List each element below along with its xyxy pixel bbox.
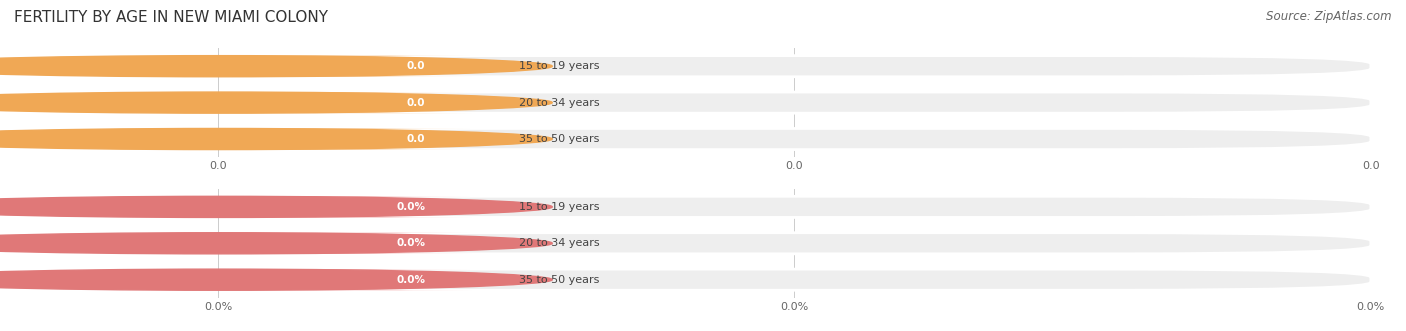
Text: 0.0%: 0.0% xyxy=(396,202,426,212)
FancyBboxPatch shape xyxy=(177,196,471,217)
Text: 35 to 50 years: 35 to 50 years xyxy=(519,134,599,144)
Circle shape xyxy=(0,269,553,290)
FancyBboxPatch shape xyxy=(218,269,1371,290)
Text: 15 to 19 years: 15 to 19 years xyxy=(519,202,599,212)
Text: 0.0: 0.0 xyxy=(406,98,426,108)
Circle shape xyxy=(0,233,553,254)
FancyBboxPatch shape xyxy=(177,128,471,150)
Circle shape xyxy=(0,128,553,150)
FancyBboxPatch shape xyxy=(177,269,471,290)
Circle shape xyxy=(0,56,553,77)
Text: Source: ZipAtlas.com: Source: ZipAtlas.com xyxy=(1267,10,1392,23)
FancyBboxPatch shape xyxy=(177,233,471,254)
Text: 20 to 34 years: 20 to 34 years xyxy=(519,238,599,248)
FancyBboxPatch shape xyxy=(218,92,1371,113)
Text: 15 to 19 years: 15 to 19 years xyxy=(519,61,599,71)
FancyBboxPatch shape xyxy=(177,56,471,77)
Text: FERTILITY BY AGE IN NEW MIAMI COLONY: FERTILITY BY AGE IN NEW MIAMI COLONY xyxy=(14,10,328,25)
FancyBboxPatch shape xyxy=(218,233,1371,254)
FancyBboxPatch shape xyxy=(218,56,1371,77)
Text: 0.0: 0.0 xyxy=(406,134,426,144)
Circle shape xyxy=(0,92,553,113)
FancyBboxPatch shape xyxy=(177,92,471,113)
Text: 0.0%: 0.0% xyxy=(396,238,426,248)
Text: 20 to 34 years: 20 to 34 years xyxy=(519,98,599,108)
FancyBboxPatch shape xyxy=(218,128,1371,150)
Text: 0.0%: 0.0% xyxy=(396,275,426,285)
Circle shape xyxy=(0,196,553,217)
Text: 35 to 50 years: 35 to 50 years xyxy=(519,275,599,285)
FancyBboxPatch shape xyxy=(218,196,1371,217)
Text: 0.0: 0.0 xyxy=(406,61,426,71)
